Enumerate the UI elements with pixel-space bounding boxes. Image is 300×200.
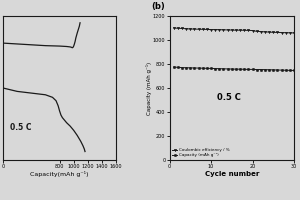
Coulombic efficiency / % [267, 31, 271, 33]
Coulombic efficiency / % [201, 28, 205, 31]
Capacity (mAh g⁻¹) [218, 67, 221, 70]
Capacity (mAh g⁻¹) [213, 67, 217, 70]
Text: 0.5 C: 0.5 C [10, 123, 32, 132]
Y-axis label: Capacity (mAh g⁻¹): Capacity (mAh g⁻¹) [146, 61, 152, 115]
Capacity (mAh g⁻¹) [267, 69, 271, 71]
Coulombic efficiency / % [276, 31, 279, 34]
X-axis label: Cycle number: Cycle number [205, 171, 259, 177]
Capacity (mAh g⁻¹) [201, 67, 205, 69]
Capacity (mAh g⁻¹) [197, 67, 200, 69]
Capacity (mAh g⁻¹) [259, 68, 262, 71]
Coulombic efficiency / % [238, 29, 242, 31]
Coulombic efficiency / % [180, 27, 184, 30]
Coulombic efficiency / % [255, 30, 259, 33]
X-axis label: Capacity(mAh g⁻¹): Capacity(mAh g⁻¹) [30, 171, 89, 177]
Capacity (mAh g⁻¹) [284, 69, 287, 71]
Coulombic efficiency / % [230, 29, 234, 31]
Capacity (mAh g⁻¹) [230, 68, 234, 70]
Capacity (mAh g⁻¹) [222, 68, 225, 70]
Coulombic efficiency / % [213, 28, 217, 31]
Coulombic efficiency / % [222, 29, 225, 31]
Capacity (mAh g⁻¹) [276, 69, 279, 71]
Capacity (mAh g⁻¹) [209, 67, 213, 70]
Coulombic efficiency / % [205, 28, 209, 31]
Text: (b): (b) [151, 2, 165, 11]
Capacity (mAh g⁻¹) [234, 68, 238, 70]
Capacity (mAh g⁻¹) [188, 67, 192, 69]
Capacity (mAh g⁻¹) [263, 68, 267, 71]
Coulombic efficiency / % [197, 28, 200, 30]
Coulombic efficiency / % [172, 27, 175, 29]
Capacity (mAh g⁻¹) [247, 68, 250, 71]
Capacity (mAh g⁻¹) [184, 67, 188, 69]
Capacity (mAh g⁻¹) [242, 68, 246, 70]
Coulombic efficiency / % [242, 29, 246, 31]
Capacity (mAh g⁻¹) [238, 68, 242, 70]
Coulombic efficiency / % [188, 28, 192, 30]
Coulombic efficiency / % [272, 31, 275, 34]
Coulombic efficiency / % [284, 31, 287, 34]
Coulombic efficiency / % [234, 29, 238, 31]
Coulombic efficiency / % [259, 30, 262, 33]
Capacity (mAh g⁻¹) [193, 67, 196, 69]
Coulombic efficiency / % [193, 28, 196, 30]
Text: 0.5 C: 0.5 C [217, 93, 241, 102]
Capacity (mAh g⁻¹) [292, 69, 296, 72]
Coulombic efficiency / % [251, 29, 254, 32]
Coulombic efficiency / % [184, 28, 188, 30]
Coulombic efficiency / % [176, 27, 180, 29]
Capacity (mAh g⁻¹) [280, 69, 284, 71]
Coulombic efficiency / % [218, 28, 221, 31]
Line: Coulombic efficiency / %: Coulombic efficiency / % [172, 27, 295, 34]
Capacity (mAh g⁻¹) [272, 69, 275, 71]
Coulombic efficiency / % [288, 32, 292, 34]
Capacity (mAh g⁻¹) [176, 66, 180, 69]
Coulombic efficiency / % [226, 29, 230, 31]
Legend: Coulombic efficiency / %, Capacity (mAh g⁻¹): Coulombic efficiency / %, Capacity (mAh … [172, 147, 230, 158]
Coulombic efficiency / % [263, 31, 267, 33]
Capacity (mAh g⁻¹) [205, 67, 209, 70]
Capacity (mAh g⁻¹) [180, 66, 184, 69]
Coulombic efficiency / % [247, 29, 250, 32]
Capacity (mAh g⁻¹) [255, 68, 259, 71]
Line: Capacity (mAh g⁻¹): Capacity (mAh g⁻¹) [172, 66, 295, 72]
Coulombic efficiency / % [209, 28, 213, 31]
Capacity (mAh g⁻¹) [288, 69, 292, 72]
Coulombic efficiency / % [280, 31, 284, 34]
Coulombic efficiency / % [292, 32, 296, 34]
Capacity (mAh g⁻¹) [172, 66, 175, 68]
Capacity (mAh g⁻¹) [251, 68, 254, 71]
Capacity (mAh g⁻¹) [226, 68, 230, 70]
